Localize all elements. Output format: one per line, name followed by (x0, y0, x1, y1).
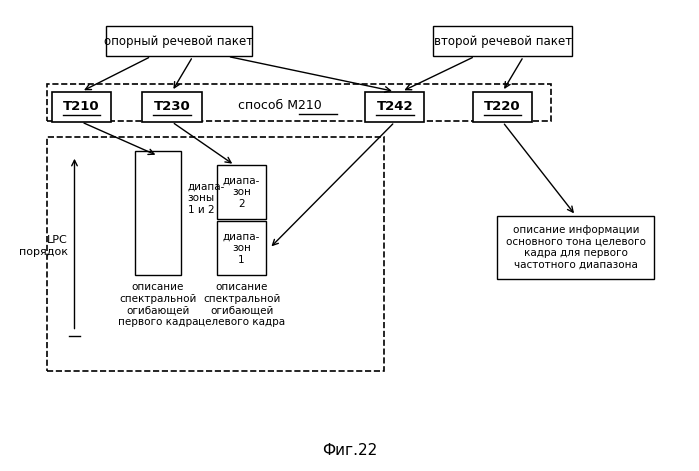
Bar (143, 91, 201, 122)
Bar (136, 151, 180, 275)
Bar (52, 91, 111, 122)
Bar (217, 221, 266, 275)
Bar (106, 26, 252, 57)
Text: диапа-
зоны
1 и 2: диапа- зоны 1 и 2 (187, 182, 225, 215)
Bar (498, 216, 654, 279)
Text: описание информации
основного тона целевого
кадра для первого
частотного диапазо: описание информации основного тона целев… (506, 225, 646, 269)
Text: T210: T210 (63, 100, 100, 113)
Bar (47, 84, 552, 121)
Text: описание
спектральной
огибающей
первого кадра: описание спектральной огибающей первого … (118, 282, 199, 327)
Text: Фиг.22: Фиг.22 (322, 443, 377, 458)
Text: LPC
порядок: LPC порядок (19, 235, 68, 257)
Text: способ М210: способ М210 (238, 99, 322, 112)
Text: описание
спектральной
огибающей
целевого кадра: описание спектральной огибающей целевого… (198, 282, 285, 327)
Text: второй речевой пакет: второй речевой пакет (433, 35, 572, 48)
Bar (473, 91, 532, 122)
Text: T230: T230 (154, 100, 190, 113)
Bar (217, 165, 266, 219)
Bar (47, 137, 384, 371)
Text: диапа-
зон
2: диапа- зон 2 (223, 176, 260, 209)
Text: опорный речевой пакет: опорный речевой пакет (104, 35, 254, 48)
Bar (365, 91, 424, 122)
Text: диапа-
зон
1: диапа- зон 1 (223, 232, 260, 265)
Text: T220: T220 (484, 100, 521, 113)
Text: T242: T242 (377, 100, 413, 113)
Bar (433, 26, 572, 57)
